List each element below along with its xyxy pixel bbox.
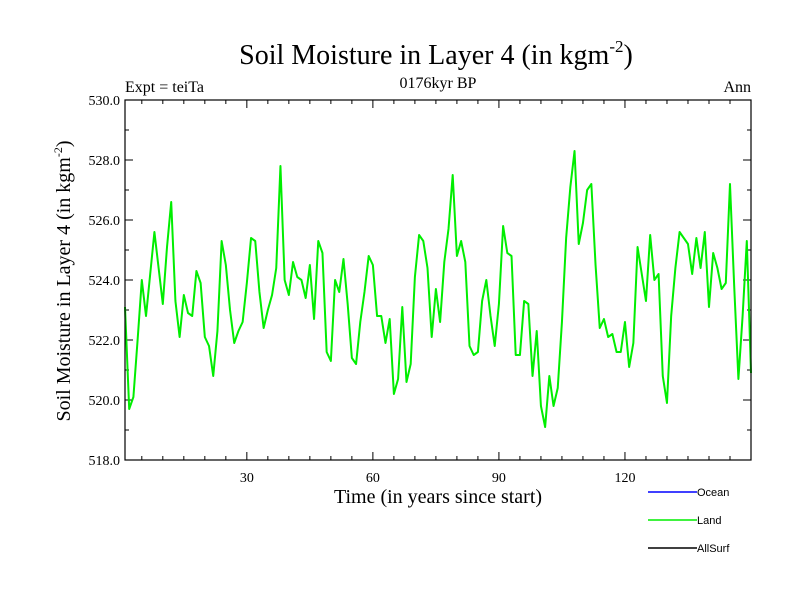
y-axis-label: Soil Moisture in Layer 4 (in kgm-2)	[51, 140, 75, 421]
chart-title: Soil Moisture in Layer 4 (in kgm-2)	[239, 37, 633, 71]
y-tick-label: 528.0	[89, 154, 121, 169]
chart-title-close: )	[624, 40, 633, 71]
y-tick-label: 530.0	[89, 94, 121, 109]
y-tick-label: 524.0	[89, 274, 121, 289]
y-tick-label: 518.0	[89, 454, 121, 469]
y-axis-label-close: )	[53, 140, 75, 147]
legend-label-land: Land	[697, 515, 721, 527]
chart-title-main: Soil Moisture in Layer 4 (in kgm	[239, 40, 609, 71]
y-axis-ticks: 518.0 520.0 522.0 524.0 526.0 528.0 530.0	[89, 94, 751, 469]
series-line-land	[124, 150, 752, 428]
x-tick-label: 120	[614, 471, 635, 486]
y-axis-label-sup: -2	[51, 147, 65, 157]
x-tick-label: 90	[492, 471, 506, 486]
x-tick-label: 60	[366, 471, 380, 486]
y-axis-label-main: Soil Moisture in Layer 4 (in kgm	[53, 157, 75, 422]
y-tick-label: 526.0	[89, 214, 121, 229]
legend: Ocean Land AllSurf	[648, 487, 730, 555]
legend-label-ocean: Ocean	[697, 487, 729, 499]
chart-subtitle: 0176kyr BP	[400, 75, 477, 92]
legend-label-allsurf: AllSurf	[697, 543, 730, 555]
season-label: Ann	[723, 79, 751, 96]
plot-frame	[124, 99, 752, 461]
x-axis-label: Time (in years since start)	[334, 486, 542, 508]
y-tick-label: 520.0	[89, 394, 121, 409]
x-axis-ticks: 30 60 90 120	[141, 100, 731, 486]
chart-title-sup: -2	[609, 37, 623, 56]
y-tick-label: 522.0	[89, 334, 121, 349]
experiment-label: Expt = teiTa	[125, 79, 204, 96]
x-tick-label: 30	[240, 471, 254, 486]
series-group	[124, 150, 752, 428]
